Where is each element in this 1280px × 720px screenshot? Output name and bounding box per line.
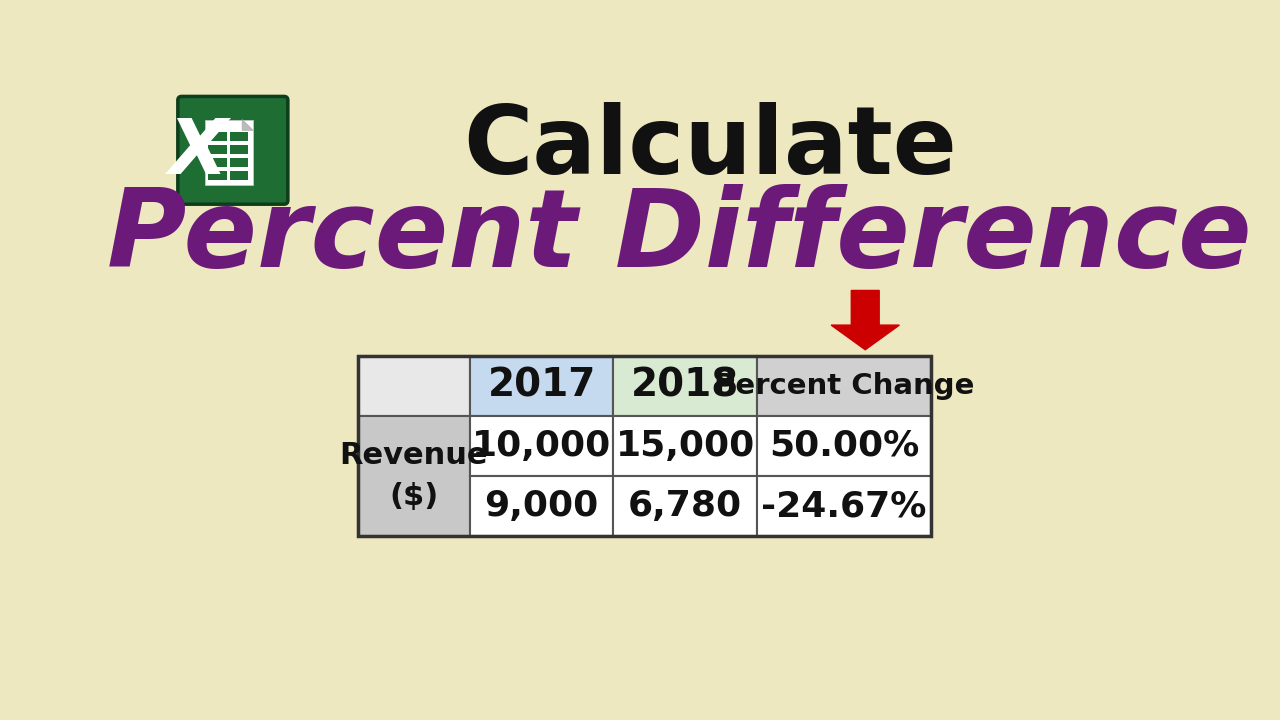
Polygon shape — [831, 290, 900, 350]
Text: Percent Difference: Percent Difference — [108, 184, 1252, 289]
Text: 50.00%: 50.00% — [769, 429, 919, 463]
FancyBboxPatch shape — [209, 158, 227, 167]
Text: 2017: 2017 — [488, 367, 596, 405]
Text: Revenue
($): Revenue ($) — [339, 441, 488, 510]
Text: X: X — [169, 116, 228, 189]
Text: Percent Change: Percent Change — [714, 372, 974, 400]
FancyBboxPatch shape — [756, 416, 931, 476]
Text: 6,780: 6,780 — [628, 489, 742, 523]
Polygon shape — [242, 120, 253, 130]
FancyBboxPatch shape — [229, 145, 248, 154]
Text: 10,000: 10,000 — [472, 429, 612, 463]
FancyBboxPatch shape — [229, 171, 248, 180]
Text: 2018: 2018 — [631, 367, 739, 405]
FancyBboxPatch shape — [470, 416, 613, 476]
Text: -24.67%: -24.67% — [762, 489, 927, 523]
Text: Calculate: Calculate — [463, 102, 957, 194]
FancyBboxPatch shape — [613, 476, 756, 536]
FancyBboxPatch shape — [613, 356, 756, 416]
Text: 9,000: 9,000 — [485, 489, 599, 523]
FancyBboxPatch shape — [470, 476, 613, 536]
FancyBboxPatch shape — [613, 416, 756, 476]
FancyBboxPatch shape — [357, 416, 470, 536]
FancyBboxPatch shape — [229, 132, 248, 141]
FancyBboxPatch shape — [357, 356, 470, 416]
FancyBboxPatch shape — [209, 171, 227, 180]
FancyBboxPatch shape — [756, 476, 931, 536]
FancyBboxPatch shape — [205, 120, 253, 185]
FancyBboxPatch shape — [470, 356, 613, 416]
FancyBboxPatch shape — [209, 145, 227, 154]
Text: 15,000: 15,000 — [616, 429, 755, 463]
FancyBboxPatch shape — [229, 158, 248, 167]
FancyBboxPatch shape — [209, 132, 227, 141]
FancyBboxPatch shape — [178, 96, 288, 204]
FancyBboxPatch shape — [756, 356, 931, 416]
